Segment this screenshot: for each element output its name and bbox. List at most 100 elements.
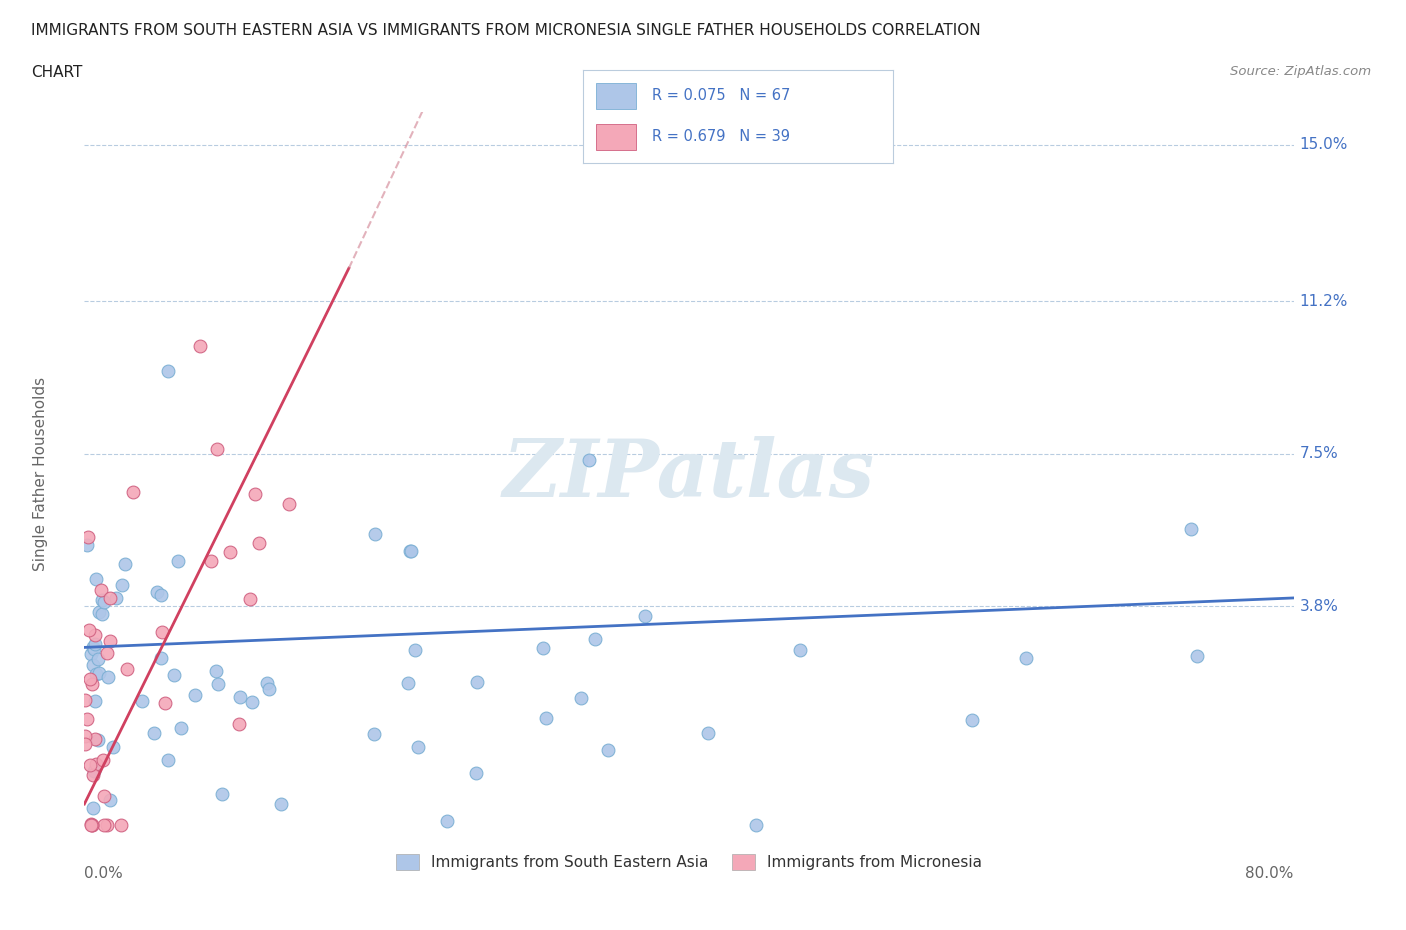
- Point: [149, 651, 172, 666]
- Point: [228, 717, 250, 732]
- Point: [404, 643, 426, 658]
- Point: [121, 485, 143, 499]
- Point: [80, 817, 103, 832]
- Point: [157, 752, 180, 767]
- Point: [80, 817, 103, 832]
- Point: [257, 682, 280, 697]
- Point: [150, 624, 173, 639]
- Point: [634, 609, 657, 624]
- FancyBboxPatch shape: [596, 124, 636, 150]
- Point: [84, 731, 107, 746]
- Point: [157, 364, 180, 379]
- Point: [76, 711, 98, 726]
- Point: [163, 668, 186, 683]
- Text: R = 0.679   N = 39: R = 0.679 N = 39: [651, 129, 790, 144]
- Point: [396, 676, 419, 691]
- Point: [82, 768, 104, 783]
- Point: [73, 737, 96, 751]
- Point: [465, 674, 488, 689]
- Point: [270, 797, 292, 812]
- Point: [76, 538, 98, 552]
- Point: [75, 728, 97, 743]
- Text: 80.0%: 80.0%: [1246, 866, 1294, 881]
- Point: [533, 641, 555, 656]
- Point: [87, 651, 110, 666]
- Point: [80, 677, 103, 692]
- Point: [83, 642, 105, 657]
- Point: [96, 645, 118, 660]
- Point: [93, 594, 115, 609]
- Point: [211, 786, 233, 801]
- Point: [247, 536, 270, 551]
- Point: [90, 592, 112, 607]
- Point: [82, 640, 104, 655]
- Point: [82, 801, 104, 816]
- Point: [90, 606, 112, 621]
- Point: [105, 591, 128, 605]
- Text: IMMIGRANTS FROM SOUTH EASTERN ASIA VS IMMIGRANTS FROM MICRONESIA SINGLE FATHER H: IMMIGRANTS FROM SOUTH EASTERN ASIA VS IM…: [31, 23, 980, 38]
- Point: [87, 604, 110, 619]
- Point: [79, 646, 101, 661]
- Point: [960, 712, 983, 727]
- Point: [84, 666, 107, 681]
- Point: [1180, 522, 1202, 537]
- Point: [83, 764, 105, 778]
- Point: [578, 452, 600, 467]
- Point: [596, 742, 619, 757]
- Point: [583, 631, 606, 646]
- Text: 15.0%: 15.0%: [1299, 137, 1348, 153]
- Point: [240, 694, 263, 709]
- Point: [1015, 651, 1038, 666]
- FancyBboxPatch shape: [596, 83, 636, 109]
- Point: [84, 694, 107, 709]
- Point: [436, 813, 458, 828]
- Point: [77, 623, 100, 638]
- Point: [239, 591, 262, 606]
- Point: [77, 530, 100, 545]
- Point: [110, 817, 132, 832]
- Point: [569, 691, 592, 706]
- Point: [364, 527, 387, 542]
- Point: [111, 578, 134, 592]
- Point: [789, 643, 811, 658]
- Point: [84, 637, 107, 652]
- Point: [97, 670, 120, 684]
- Text: ZIPatlas: ZIPatlas: [503, 435, 875, 513]
- Point: [89, 666, 111, 681]
- Point: [398, 544, 420, 559]
- Text: 3.8%: 3.8%: [1299, 599, 1339, 614]
- Point: [219, 545, 242, 560]
- Point: [131, 693, 153, 708]
- Point: [91, 752, 114, 767]
- Point: [207, 676, 229, 691]
- Point: [278, 497, 301, 512]
- Point: [149, 588, 172, 603]
- Point: [90, 583, 112, 598]
- Point: [73, 692, 96, 707]
- Point: [204, 663, 226, 678]
- Point: [256, 676, 278, 691]
- Point: [98, 591, 121, 605]
- Text: 0.0%: 0.0%: [84, 866, 124, 881]
- Point: [744, 817, 766, 832]
- Point: [229, 689, 252, 704]
- Point: [87, 732, 110, 747]
- Point: [143, 725, 166, 740]
- Point: [169, 721, 191, 736]
- Point: [103, 739, 125, 754]
- Point: [245, 486, 267, 501]
- Point: [1185, 648, 1208, 663]
- Point: [93, 789, 115, 804]
- Point: [399, 544, 422, 559]
- Legend: Immigrants from South Eastern Asia, Immigrants from Micronesia: Immigrants from South Eastern Asia, Immi…: [389, 848, 988, 876]
- Point: [117, 661, 139, 676]
- Point: [697, 725, 720, 740]
- Point: [82, 658, 104, 672]
- Point: [84, 756, 107, 771]
- Point: [205, 441, 228, 456]
- Point: [406, 739, 429, 754]
- Point: [79, 757, 101, 772]
- Text: 11.2%: 11.2%: [1299, 294, 1348, 309]
- Point: [96, 817, 118, 832]
- Point: [200, 553, 222, 568]
